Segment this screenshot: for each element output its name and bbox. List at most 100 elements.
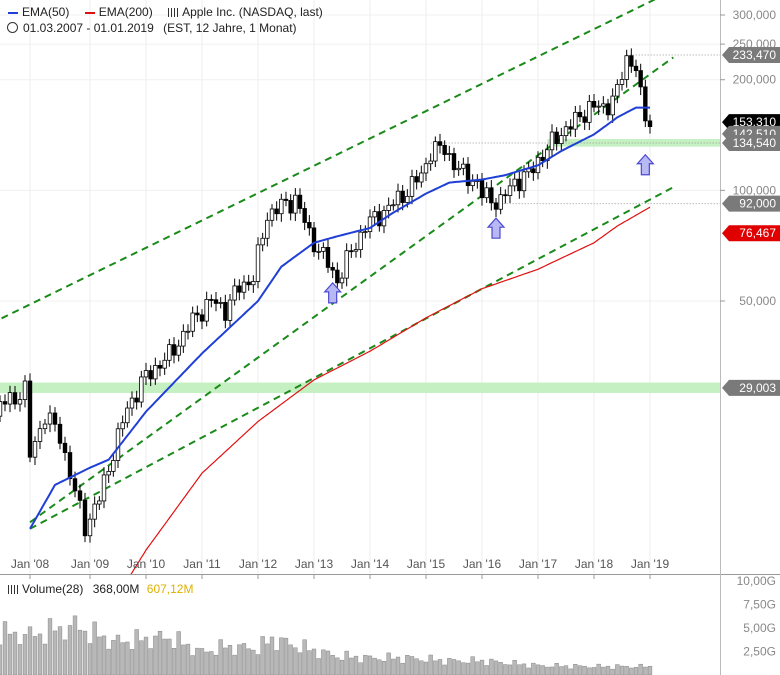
candle-body [451, 153, 457, 171]
volume-bar-2015-10 [465, 662, 471, 675]
candle-body [643, 86, 648, 122]
volume-bar-2012-10 [297, 652, 303, 675]
candle-2015-02 [428, 153, 433, 171]
candle-2016-05 [498, 186, 503, 215]
candle-body [409, 176, 415, 197]
legend-instrument-label: Apple Inc. (NASDAQ, last) [182, 5, 323, 19]
candle-2013-05 [330, 262, 335, 279]
chart-date-range: 01.03.2007 - 01.01.2019 (EST, 12 Jahre, … [7, 21, 297, 35]
volume-bar-2011-10 [241, 643, 247, 675]
volume-bar-2008-03 [37, 633, 43, 675]
candle-body [461, 163, 466, 169]
candle-body [484, 187, 489, 199]
candle-body [37, 428, 43, 442]
volume-bar-2009-06 [111, 640, 116, 675]
candle-body [77, 490, 83, 501]
candle-2012-10 [297, 188, 303, 214]
volume-bar-2012-02 [260, 636, 265, 675]
candle-2010-04 [157, 360, 163, 377]
volume-bar-2018-05 [610, 668, 615, 675]
legend-ema200-swatch [84, 11, 95, 14]
candle-body [42, 423, 48, 430]
candle-2011-11 [246, 274, 251, 291]
volume-bar-2014-09 [405, 655, 410, 675]
volume-bar-2011-08 [232, 654, 237, 675]
volume-bar-2011-07 [227, 645, 233, 675]
volume-bar-2015-11 [470, 656, 475, 675]
candle-2013-02 [316, 243, 321, 260]
volume-bar-2018-04 [605, 665, 611, 675]
candle-2009-05 [106, 466, 111, 483]
candle-2016-02 [484, 182, 489, 203]
candle-2015-11 [470, 174, 475, 192]
candle-2007-12 [22, 375, 28, 408]
candle-body [339, 277, 345, 284]
candle-2017-10 [577, 105, 583, 122]
volume-bar-2019-01 [647, 665, 653, 675]
candle-body [647, 120, 653, 128]
candle-2018-12 [643, 79, 648, 128]
candle-2011-05 [218, 297, 223, 309]
candle-body [148, 370, 153, 380]
candle-2012-08 [288, 194, 293, 221]
volume-bar-2012-05 [274, 650, 279, 675]
x-tick-label-2: Jan '10 [127, 557, 166, 571]
candle-body [125, 407, 130, 424]
volume-bar-2014-08 [400, 662, 405, 675]
candle-body [605, 103, 611, 116]
volume-bar-2017-10 [577, 665, 583, 675]
candle-body [330, 267, 335, 271]
candle-body [57, 423, 63, 444]
candle-body [47, 412, 53, 425]
legend-ema200: EMA(200) [84, 5, 153, 19]
volume-bar-2016-11 [526, 667, 531, 675]
y-tick-label-0: 300,000 [733, 8, 777, 22]
candle-2016-04 [493, 197, 499, 218]
volume-bar-2016-09 [517, 664, 522, 675]
candle-2012-09 [293, 188, 298, 222]
volume-bar-2013-04 [325, 650, 331, 675]
candle-body [316, 250, 321, 253]
volume-bar-2011-04 [213, 654, 219, 675]
volume-bar-2010-02 [148, 648, 153, 675]
volume-bar-2014-11 [414, 658, 419, 675]
volume-tick-0: 7,50G [743, 598, 776, 612]
candle-body [87, 518, 93, 537]
volume-bar-2016-05 [498, 662, 503, 675]
candle-body [638, 70, 643, 88]
candle-2014-07 [395, 183, 401, 213]
candle-body [414, 176, 419, 183]
candle-body [97, 500, 102, 505]
candle-body [62, 442, 68, 453]
candle-body [405, 195, 410, 203]
candle-body [129, 397, 135, 409]
candle-body [12, 392, 18, 405]
volume-bar-2010-11 [190, 655, 195, 675]
candle-body [433, 141, 438, 162]
candle-2012-06 [279, 193, 284, 222]
ema50-path [29, 106, 650, 530]
candle-2013-09 [349, 244, 354, 258]
candle-2018-03 [601, 96, 606, 114]
candle-2011-03 [209, 294, 214, 308]
candle-body [563, 126, 569, 137]
candle-2008-09 [67, 445, 73, 486]
candle-2010-01 [143, 362, 149, 385]
ema200-path [130, 206, 651, 574]
candle-body [582, 116, 587, 123]
volume-bar-2012-12 [307, 650, 312, 675]
volume-bar-2010-05 [162, 638, 167, 675]
candle-body [367, 216, 373, 233]
volume-bar-2008-10 [72, 615, 78, 675]
ema50-line [29, 106, 650, 530]
candle-body [591, 100, 597, 108]
volume-bar-2018-02 [596, 663, 601, 675]
candle-2011-08 [232, 278, 237, 306]
candle-2011-01 [199, 309, 205, 330]
candle-body [120, 422, 125, 430]
candle-2015-01 [423, 157, 429, 182]
volume-bar-2014-10 [409, 656, 415, 675]
volume-tick-max: 10,00G [737, 574, 776, 588]
volume-bar-2007-11 [17, 644, 23, 675]
volume-bar-2008-09 [67, 625, 73, 675]
